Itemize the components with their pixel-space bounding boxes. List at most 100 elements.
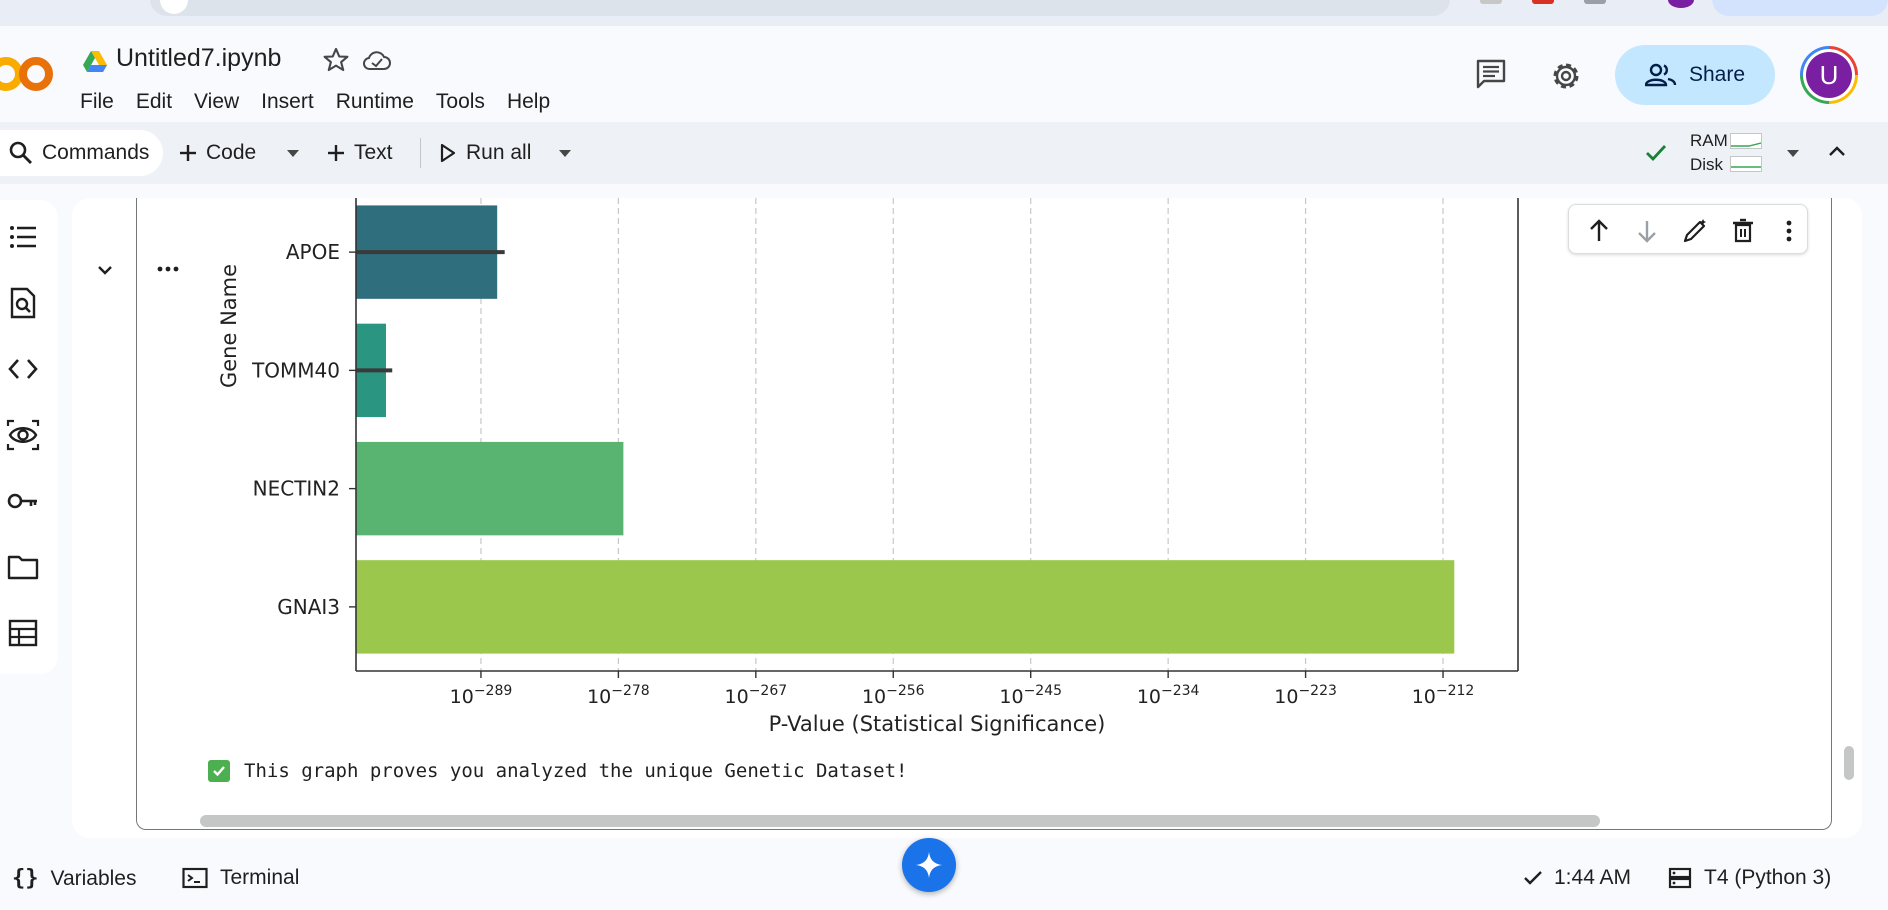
- toolbar-divider: [420, 138, 421, 168]
- menu-view[interactable]: View: [194, 90, 240, 113]
- execution-status[interactable]: 1:44 AM: [1522, 866, 1631, 890]
- ram-label[interactable]: RAM: [1690, 131, 1728, 150]
- bars: [356, 205, 1455, 654]
- runtime-status[interactable]: T4 (Python 3): [1668, 866, 1831, 890]
- checkbox-check-icon: [208, 760, 230, 782]
- run-all-label: Run all: [466, 141, 532, 164]
- check-mark-icon: [213, 766, 225, 777]
- address-bar[interactable]: [150, 0, 1450, 16]
- x-axis-label: P-Value (Statistical Significance): [769, 712, 1106, 736]
- y-tick-label: APOE: [286, 240, 340, 264]
- variables-label: Variables: [50, 866, 137, 890]
- bar-nectin2: [356, 441, 624, 536]
- avatar-letter: U: [1806, 52, 1852, 98]
- delete-icon[interactable]: [1729, 217, 1757, 245]
- ram-meter-line: [1731, 142, 1762, 147]
- notebook-title[interactable]: Untitled7.ipynb: [116, 44, 282, 72]
- profile-dot-icon[interactable]: [1668, 0, 1694, 8]
- data-table-icon[interactable]: [6, 616, 40, 650]
- x-tick-label: 10−234: [1137, 683, 1200, 708]
- terminal-icon: [182, 867, 208, 889]
- comment-icon[interactable]: [1474, 58, 1508, 90]
- y-tick-label: TOMM40: [251, 358, 340, 382]
- y-tick-label: NECTIN2: [253, 477, 340, 501]
- horizontal-scrollbar[interactable]: [200, 815, 1600, 827]
- menu-runtime[interactable]: Runtime: [335, 90, 414, 113]
- star-icon[interactable]: [322, 46, 350, 74]
- braces-icon: {}: [12, 866, 39, 891]
- extension-icon[interactable]: [1480, 0, 1502, 4]
- more-vert-icon[interactable]: [1775, 217, 1803, 245]
- plus-icon: [180, 145, 196, 161]
- check-icon: [1524, 871, 1542, 885]
- browser-profile-pill[interactable]: [1712, 0, 1888, 16]
- server-icon: [1668, 867, 1692, 889]
- menu-tools[interactable]: Tools: [435, 90, 485, 113]
- code-snippets-icon[interactable]: [6, 352, 40, 386]
- output-more-icon[interactable]: [156, 264, 180, 274]
- cell-toolbar: [1568, 204, 1808, 254]
- menu-insert[interactable]: Insert: [261, 90, 314, 113]
- menu-edit[interactable]: Edit: [135, 90, 173, 113]
- site-info-icon[interactable]: [160, 0, 188, 14]
- menu-bar: File Edit View Insert Runtime Tools Help: [80, 88, 572, 116]
- cloud-saved-icon[interactable]: [362, 48, 392, 74]
- x-tick-label: 10−267: [725, 683, 788, 708]
- gemini-button[interactable]: [902, 838, 956, 892]
- notebook-toolbar: [0, 122, 1888, 184]
- x-tick-label: 10−256: [862, 683, 925, 708]
- variables-button[interactable]: {} Variables: [12, 866, 137, 891]
- vertical-scrollbar[interactable]: [1844, 746, 1854, 780]
- chevron-down-icon[interactable]: [94, 262, 116, 278]
- resources-dropdown-icon[interactable]: [1784, 146, 1802, 160]
- extension-red-icon[interactable]: [1532, 0, 1554, 4]
- x-tick-label: 10−278: [587, 683, 650, 708]
- ram-meter[interactable]: [1730, 133, 1762, 149]
- google-drive-icon[interactable]: [82, 50, 108, 74]
- chevron-up-icon[interactable]: [1826, 142, 1848, 160]
- left-side-rail: [0, 200, 58, 674]
- y-axis-label: Gene Name: [217, 264, 241, 388]
- move-up-icon[interactable]: [1585, 217, 1613, 245]
- toc-icon[interactable]: [6, 220, 40, 254]
- extension-icon-2[interactable]: [1584, 0, 1606, 4]
- share-button[interactable]: Share: [1615, 45, 1775, 105]
- files-folder-icon[interactable]: [6, 550, 40, 584]
- search-icon: [9, 141, 32, 164]
- commands-label: Commands: [42, 141, 150, 164]
- notebook-header: [0, 26, 1888, 122]
- add-code-label: Code: [206, 141, 257, 164]
- browser-strip: [0, 0, 1888, 26]
- find-icon[interactable]: [6, 286, 40, 320]
- bar-gnai3: [356, 560, 1455, 654]
- x-tick-label: 10−212: [1412, 683, 1475, 708]
- x-tick-label: 10−223: [1274, 683, 1337, 708]
- y-tick-label: GNAI3: [277, 595, 340, 619]
- disk-meter[interactable]: [1730, 156, 1762, 172]
- chart-labels: 10−289 10−278 10−267 10−256 10−245 10−234 10−2…: [217, 240, 1474, 736]
- add-code-button[interactable]: Code: [178, 136, 256, 170]
- terminal-label: Terminal: [220, 866, 300, 889]
- edit-pencil-icon[interactable]: [1681, 217, 1709, 245]
- output-message: This graph proves you analyzed the uniqu…: [208, 760, 907, 782]
- add-text-button[interactable]: Text: [326, 136, 393, 170]
- menu-help[interactable]: Help: [506, 90, 551, 113]
- terminal-button[interactable]: Terminal: [182, 866, 299, 890]
- secrets-key-icon[interactable]: [6, 484, 40, 518]
- disk-label[interactable]: Disk: [1690, 155, 1724, 174]
- run-all-button[interactable]: Run all: [440, 136, 531, 170]
- move-down-icon[interactable]: [1633, 217, 1661, 245]
- add-code-dropdown-icon[interactable]: [284, 146, 302, 160]
- code-cell-output[interactable]: [136, 198, 1832, 830]
- runtime-label: T4 (Python 3): [1704, 866, 1832, 889]
- colab-logo[interactable]: [0, 54, 60, 94]
- menu-file[interactable]: File: [80, 90, 114, 113]
- plus-icon: [328, 145, 344, 161]
- people-icon: [1644, 63, 1677, 87]
- commands-button[interactable]: Commands: [0, 130, 163, 176]
- gear-icon[interactable]: [1548, 58, 1584, 94]
- run-all-dropdown-icon[interactable]: [556, 146, 574, 160]
- variables-inspector-icon[interactable]: [6, 418, 40, 452]
- disk-meter-line: [1731, 166, 1761, 168]
- avatar[interactable]: U: [1800, 46, 1858, 104]
